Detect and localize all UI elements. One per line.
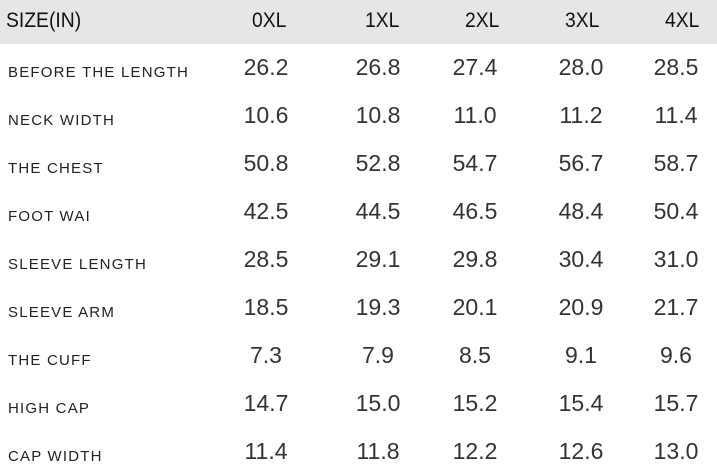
header-0xl: 0XL	[252, 9, 287, 32]
row-label: CAP WIDTH	[8, 448, 103, 465]
cell-value: 26.2	[243, 54, 289, 80]
cell-value: 46.5	[452, 198, 498, 224]
cell-value: 18.5	[243, 294, 289, 320]
cell-value: 11.2	[559, 102, 603, 128]
cell-value: 29.1	[355, 246, 401, 272]
cell-value: 10.6	[243, 102, 289, 128]
table-row: SLEEVE ARM 18.5 19.3 20.1 20.9 21.7	[0, 290, 717, 330]
table-row: SLEEVE LENGTH 28.5 29.1 29.8 30.4 31.0	[0, 242, 717, 282]
cell-value: 11.8	[356, 438, 400, 464]
cell-value: 26.8	[355, 54, 401, 80]
cell-value: 15.2	[452, 390, 498, 416]
cell-value: 31.0	[653, 246, 699, 272]
cell-value: 52.8	[355, 150, 401, 176]
row-label: SLEEVE ARM	[8, 304, 116, 321]
row-label: NECK WIDTH	[8, 112, 115, 129]
table-row: THE CUFF 7.3 7.9 8.5 9.1 9.6	[0, 338, 717, 378]
row-label: BEFORE THE LENGTH	[8, 64, 189, 81]
cell-value: 30.4	[558, 246, 604, 272]
cell-value: 58.7	[653, 150, 699, 176]
table-row: HIGH CAP 14.7 15.0 15.2 15.4 15.7	[0, 386, 717, 426]
cell-value: 28.5	[243, 246, 289, 272]
cell-value: 9.6	[660, 342, 692, 368]
row-label: HIGH CAP	[8, 400, 91, 417]
cell-value: 20.9	[558, 294, 604, 320]
cell-value: 12.6	[558, 438, 604, 464]
cell-value: 19.3	[355, 294, 401, 320]
cell-value: 9.1	[565, 342, 597, 368]
cell-value: 15.0	[355, 390, 401, 416]
cell-value: 28.0	[558, 54, 604, 80]
cell-value: 21.7	[653, 294, 699, 320]
cell-value: 28.5	[653, 54, 699, 80]
row-label: THE CUFF	[8, 352, 92, 369]
cell-value: 54.7	[452, 150, 498, 176]
cell-value: 15.4	[558, 390, 604, 416]
table-row: THE CHEST 50.8 52.8 54.7 56.7 58.7	[0, 146, 717, 186]
table-row: FOOT WAI 42.5 44.5 46.5 48.4 50.4	[0, 194, 717, 234]
cell-value: 7.3	[250, 342, 282, 368]
cell-value: 15.7	[653, 390, 699, 416]
table-row: CAP WIDTH 11.4 11.8 12.2 12.6 13.0	[0, 434, 717, 474]
cell-value: 44.5	[355, 198, 401, 224]
cell-value: 10.8	[355, 102, 401, 128]
header-size-label: SIZE(IN)	[6, 9, 82, 32]
cell-value: 56.7	[558, 150, 604, 176]
cell-value: 11.4	[244, 438, 288, 464]
cell-value: 7.9	[362, 342, 394, 368]
row-label: SLEEVE LENGTH	[8, 256, 147, 273]
cell-value: 20.1	[452, 294, 498, 320]
cell-value: 48.4	[558, 198, 604, 224]
header-4xl: 4XL	[665, 9, 700, 32]
header-1xl: 1XL	[365, 9, 400, 32]
cell-value: 50.4	[653, 198, 699, 224]
cell-value: 13.0	[653, 438, 699, 464]
cell-value: 11.4	[654, 102, 698, 128]
cell-value: 50.8	[243, 150, 289, 176]
table-row: NECK WIDTH 10.6 10.8 11.0 11.2 11.4	[0, 98, 717, 138]
cell-value: 11.0	[453, 102, 497, 128]
header-3xl: 3XL	[565, 9, 600, 32]
cell-value: 27.4	[452, 54, 498, 80]
cell-value: 42.5	[243, 198, 289, 224]
cell-value: 12.2	[452, 438, 498, 464]
cell-value: 8.5	[459, 342, 491, 368]
table-header: SIZE(IN) 0XL 1XL 2XL 3XL 4XL	[0, 0, 717, 44]
table-row: BEFORE THE LENGTH 26.2 26.8 27.4 28.0 28.5	[0, 50, 717, 90]
cell-value: 14.7	[243, 390, 289, 416]
row-label: THE CHEST	[8, 160, 104, 177]
header-2xl: 2XL	[465, 9, 500, 32]
cell-value: 29.8	[452, 246, 498, 272]
row-label: FOOT WAI	[8, 208, 91, 225]
